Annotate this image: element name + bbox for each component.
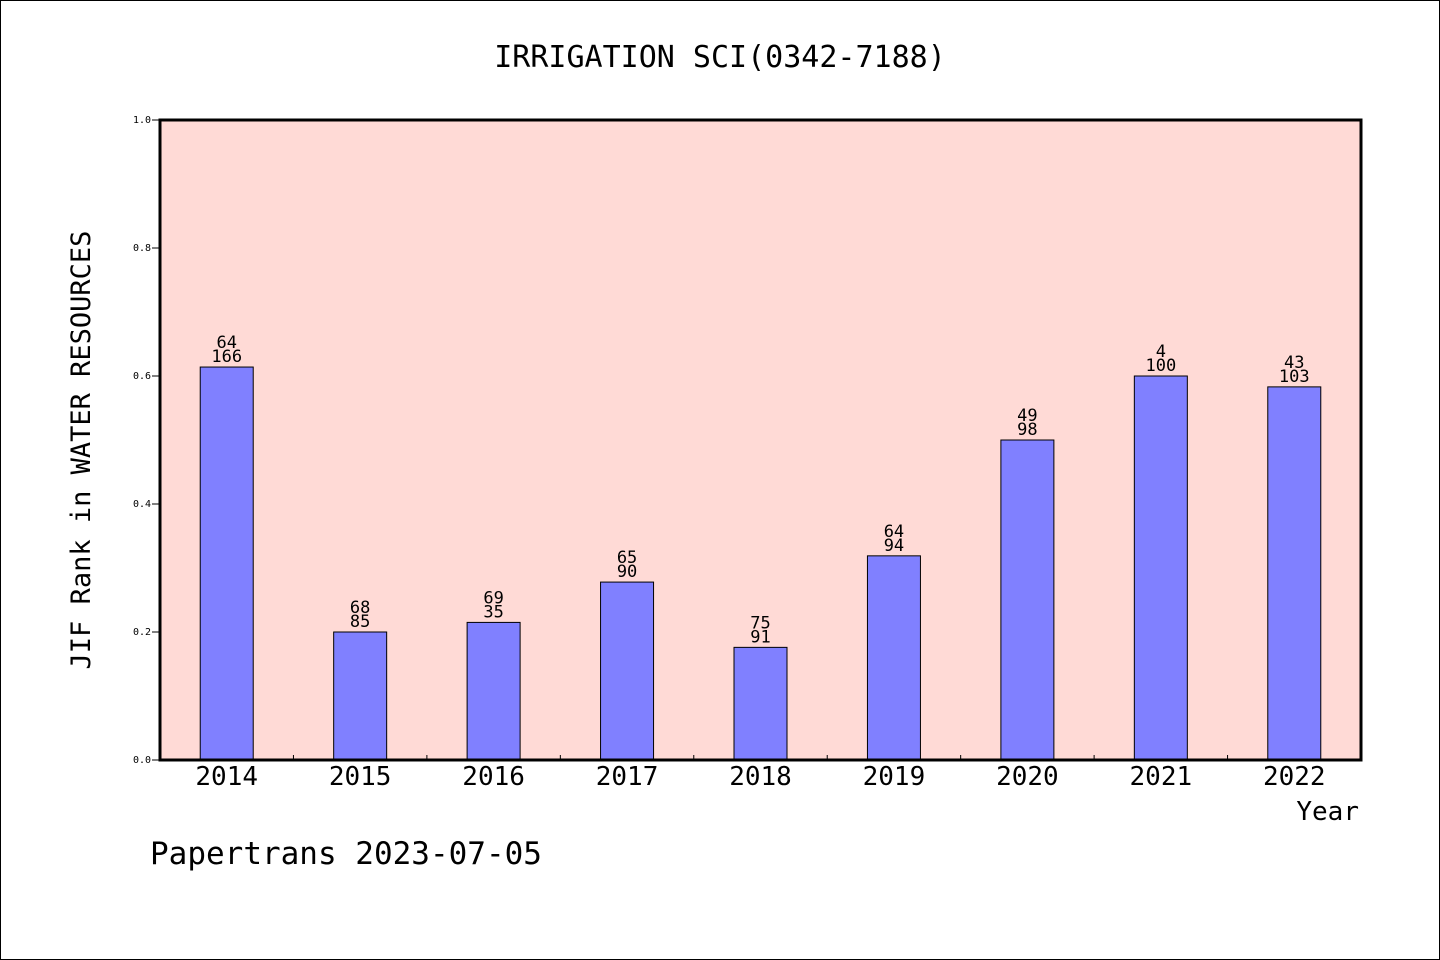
x-axis-ticks: 2014 2015 2016 2017 2018 2019 2020 2021 2022 [195,755,1326,792]
y-axis-ticks: 0.0 0.2 0.4 0.6 0.8 1.0 [133,115,160,766]
bars [199,366,1322,761]
bar-label-total: 85 [350,612,370,632]
y-tick-label: 0.4 [133,499,151,510]
bar [333,631,388,761]
bar [1133,375,1188,761]
bar-label-total: 90 [617,562,637,582]
bar-label-total: 94 [884,536,904,556]
y-tick-label: 1.0 [133,115,151,126]
bar-label-total: 166 [211,347,242,367]
x-tick-label: 2017 [596,762,659,792]
x-tick-label: 2019 [863,762,926,792]
bar-label-rank: 75 [750,613,770,633]
x-tick-label: 2020 [996,762,1059,792]
bar-label-rank: 69 [483,588,503,608]
bar-label-rank: 68 [350,598,370,618]
x-tick-label: 2016 [462,762,525,792]
bar [600,581,655,761]
y-tick-label: 0.8 [133,243,151,254]
footer-credit: Papertrans 2023-07-05 [150,836,542,872]
bar-label-rank: 64 [884,522,904,542]
chart-title: IRRIGATION SCI(0342-7188) [494,40,946,75]
plot-border [158,118,1363,762]
bar-label-rank: 65 [617,548,637,568]
bar-label-total: 100 [1145,356,1176,376]
bar-label-rank: 49 [1017,406,1037,426]
x-tick-label: 2018 [729,762,792,792]
y-axis-label: JIF Rank in WATER RESOURCES [66,231,97,670]
bar-label-total: 103 [1279,367,1310,387]
bar-label-rank: 43 [1284,353,1304,373]
bar-label-total: 35 [483,602,503,622]
x-axis-label: Year [1296,797,1359,827]
y-tick-label: 0.6 [133,371,151,382]
x-tick-label: 2022 [1263,762,1326,792]
x-tick-label: 2015 [329,762,392,792]
bar [733,646,788,761]
y-tick-label: 0.0 [133,755,151,766]
bar-label-total: 98 [1017,420,1037,440]
bar [866,555,921,761]
y-tick-label: 0.2 [133,627,151,638]
bar [1267,386,1322,761]
bar [1000,439,1055,761]
bar-label-rank: 64 [216,333,236,353]
bar-label-rank: 4 [1156,342,1166,362]
bar-label-total: 91 [750,627,770,647]
x-tick-label: 2014 [195,762,258,792]
bar [466,621,521,761]
x-tick-label: 2021 [1130,762,1193,792]
bar [199,366,254,761]
